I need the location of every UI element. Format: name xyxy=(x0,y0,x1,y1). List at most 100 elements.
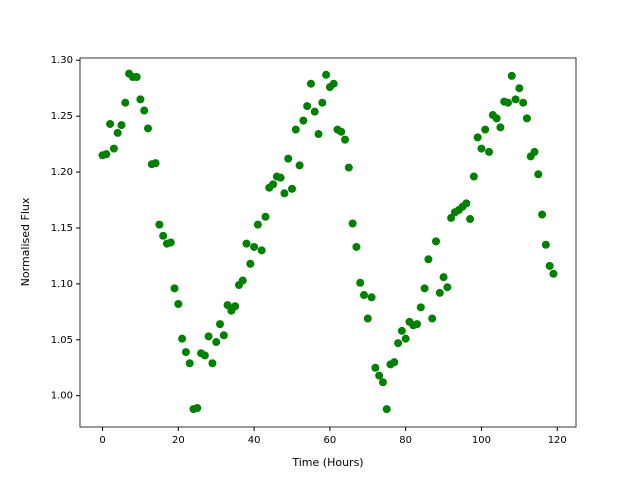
point xyxy=(477,144,486,153)
point xyxy=(246,259,255,268)
point xyxy=(174,300,183,308)
point xyxy=(462,199,471,208)
point xyxy=(473,133,482,142)
point xyxy=(280,189,289,198)
point xyxy=(261,212,270,221)
point xyxy=(534,170,543,179)
point xyxy=(314,130,323,139)
point xyxy=(231,302,240,311)
point xyxy=(394,339,403,348)
point xyxy=(284,154,293,163)
point xyxy=(193,403,202,412)
x-axis-label: Time (Hours) xyxy=(291,456,363,469)
point xyxy=(413,320,422,329)
point xyxy=(352,242,361,251)
point xyxy=(109,144,118,153)
point xyxy=(212,338,221,347)
point xyxy=(223,301,232,310)
point xyxy=(144,124,153,133)
point xyxy=(511,95,520,104)
point xyxy=(242,239,251,248)
point xyxy=(178,334,187,343)
plot-frame xyxy=(79,57,577,428)
point xyxy=(159,231,168,240)
y-tick-label: 1.00 xyxy=(51,391,73,402)
point xyxy=(469,172,478,181)
point xyxy=(299,116,308,125)
point xyxy=(530,147,539,156)
point xyxy=(428,314,437,323)
point xyxy=(522,114,531,123)
point xyxy=(371,363,380,372)
x-tick-label: 120 xyxy=(548,435,567,446)
point xyxy=(503,98,512,107)
point xyxy=(401,334,410,343)
point xyxy=(288,184,297,193)
point xyxy=(208,359,217,368)
point xyxy=(356,278,365,287)
point xyxy=(306,79,315,88)
point xyxy=(200,351,209,360)
point xyxy=(253,220,262,229)
point xyxy=(420,284,429,293)
point xyxy=(257,246,266,255)
point xyxy=(181,348,190,357)
point xyxy=(166,238,175,247)
y-tick-label: 1.30 xyxy=(51,55,73,66)
point xyxy=(416,303,425,312)
point xyxy=(439,273,448,282)
point xyxy=(344,163,353,172)
point xyxy=(238,276,247,285)
point xyxy=(443,283,452,292)
point xyxy=(515,84,524,93)
point xyxy=(113,128,122,137)
point xyxy=(485,147,494,156)
y-tick-label: 1.25 xyxy=(51,111,73,122)
point xyxy=(329,79,338,88)
point xyxy=(378,378,387,387)
y-tick-label: 1.05 xyxy=(51,335,73,346)
point xyxy=(121,98,130,107)
point xyxy=(481,125,490,134)
point xyxy=(348,219,357,228)
point xyxy=(382,405,391,414)
point xyxy=(276,173,285,182)
point xyxy=(397,326,406,335)
point xyxy=(549,269,558,278)
point xyxy=(216,320,225,329)
x-tick-label: 20 xyxy=(172,435,185,446)
point xyxy=(106,119,115,128)
point xyxy=(136,95,145,104)
x-tick-label: 40 xyxy=(248,435,261,446)
point xyxy=(545,261,554,270)
point xyxy=(185,359,194,368)
point xyxy=(431,237,440,246)
point xyxy=(204,332,213,341)
point xyxy=(424,255,433,264)
x-tick-label: 80 xyxy=(399,435,412,446)
x-tick-label: 60 xyxy=(324,435,337,446)
point xyxy=(102,150,111,159)
point xyxy=(337,127,346,136)
point xyxy=(496,123,505,132)
y-tick-label: 1.10 xyxy=(51,279,73,290)
point xyxy=(341,135,350,144)
point xyxy=(170,284,179,293)
point xyxy=(318,98,327,107)
point xyxy=(219,331,228,340)
point xyxy=(132,73,141,82)
point xyxy=(447,213,456,222)
point xyxy=(310,107,319,116)
y-tick-label: 1.20 xyxy=(51,167,73,178)
point xyxy=(117,121,126,130)
point xyxy=(322,70,331,79)
point xyxy=(363,314,372,323)
point xyxy=(519,98,528,107)
point xyxy=(507,71,516,80)
point xyxy=(359,291,368,300)
point xyxy=(155,220,164,229)
point xyxy=(492,114,501,123)
point xyxy=(375,371,384,380)
